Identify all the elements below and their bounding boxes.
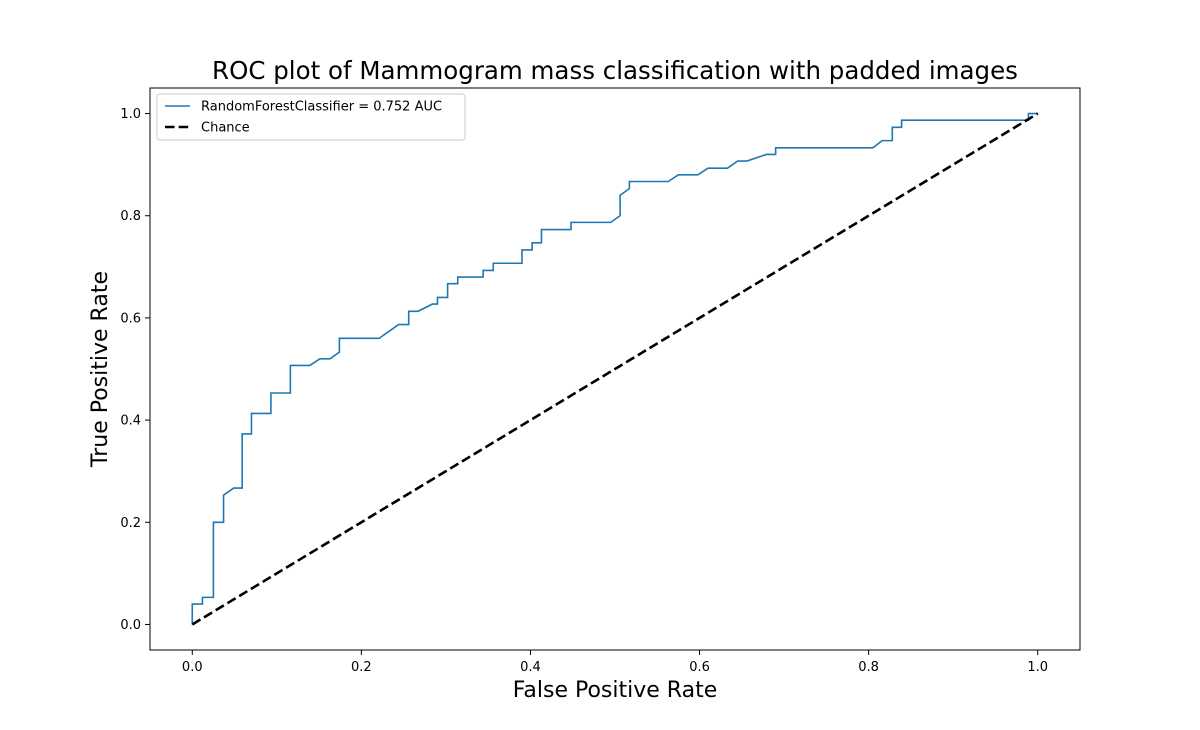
x-axis-label: False Positive Rate <box>513 678 717 703</box>
y-tick-label: 0.0 <box>120 618 141 633</box>
legend-frame <box>156 93 466 141</box>
chance-line <box>191 112 1039 626</box>
y-tick-label: 1.0 <box>120 107 141 122</box>
legend-chance-label: Chance <box>201 121 250 136</box>
roc-curve-line <box>191 112 1038 625</box>
legend-roc-label: RandomForestClassifier = 0.752 AUC <box>201 100 442 115</box>
plot-frame <box>149 87 1081 651</box>
x-tick-label: 1.0 <box>1027 660 1048 675</box>
x-tick-label: 0.8 <box>858 660 879 675</box>
y-tick-label: 0.6 <box>120 311 141 326</box>
x-tick-label: 0.0 <box>182 660 203 675</box>
y-tick-label: 0.8 <box>120 209 141 224</box>
plot-area: 0.0 0.2 0.4 0.6 0.8 1.0 0.0 0.2 0.4 0.6 0.8 1.0 <box>120 87 1081 675</box>
y-tick-label: 0.4 <box>120 414 141 429</box>
y-axis-label: True Positive Rate <box>88 271 113 468</box>
x-tick-label: 0.6 <box>689 660 710 675</box>
legend: RandomForestClassifier = 0.752 AUC Chance <box>156 93 466 141</box>
x-tick-label: 0.4 <box>520 660 541 675</box>
chart-title: ROC plot of Mammogram mass classificatio… <box>212 56 1018 85</box>
y-tick-label: 0.2 <box>120 516 141 531</box>
x-tick-label: 0.2 <box>351 660 372 675</box>
